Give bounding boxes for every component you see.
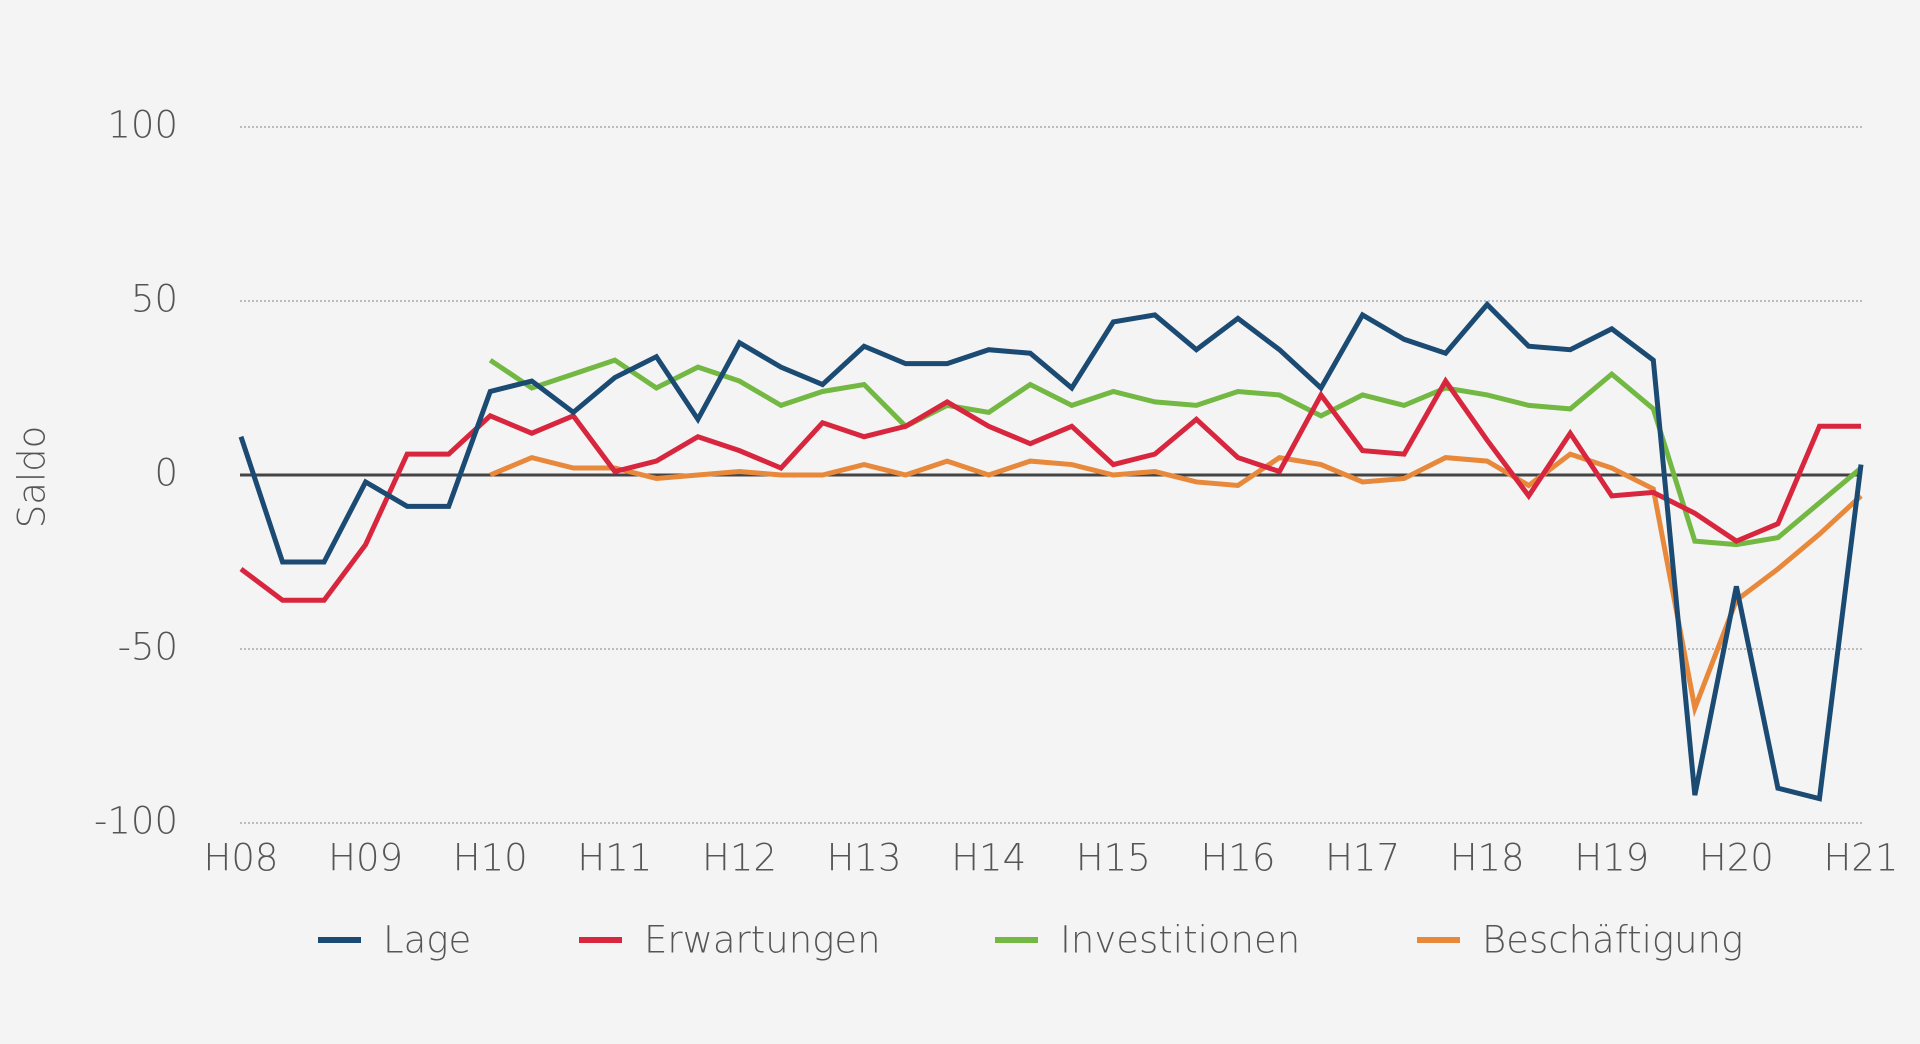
y-tick-label: 0 [154, 452, 178, 495]
y-tick-label: 50 [131, 278, 178, 321]
legend-label: Beschäftigung [1482, 919, 1743, 962]
y-tick-label: 100 [107, 104, 178, 147]
legend-label: Lage [383, 919, 471, 962]
legend-label: Erwartungen [644, 919, 881, 962]
x-tick-label: H15 [1076, 837, 1151, 880]
x-tick-label: H14 [951, 837, 1026, 880]
y-tick-label: -50 [118, 626, 178, 669]
x-tick-label: H16 [1200, 837, 1275, 880]
y-tick-label: -100 [94, 800, 178, 843]
line-series [488, 357, 1863, 548]
x-tick-label: H20 [1699, 837, 1774, 880]
x-tick-label: H11 [577, 837, 652, 880]
x-tick-label: H18 [1450, 837, 1525, 880]
x-tick-label: H08 [204, 837, 279, 880]
y-axis-label: Saldo [11, 426, 54, 529]
x-tick-label: H09 [328, 837, 403, 880]
x-tick-label: H17 [1325, 837, 1400, 880]
x-tick-label: H10 [453, 837, 528, 880]
x-tick-label: H19 [1574, 837, 1649, 880]
line-series [239, 376, 1861, 603]
legend-label: Investitionen [1060, 919, 1300, 962]
line-series [238, 300, 1864, 802]
x-tick-label: H21 [1824, 837, 1899, 880]
x-tick-label: H13 [827, 837, 902, 880]
line-series [489, 451, 1863, 718]
x-tick-label: H12 [702, 837, 777, 880]
